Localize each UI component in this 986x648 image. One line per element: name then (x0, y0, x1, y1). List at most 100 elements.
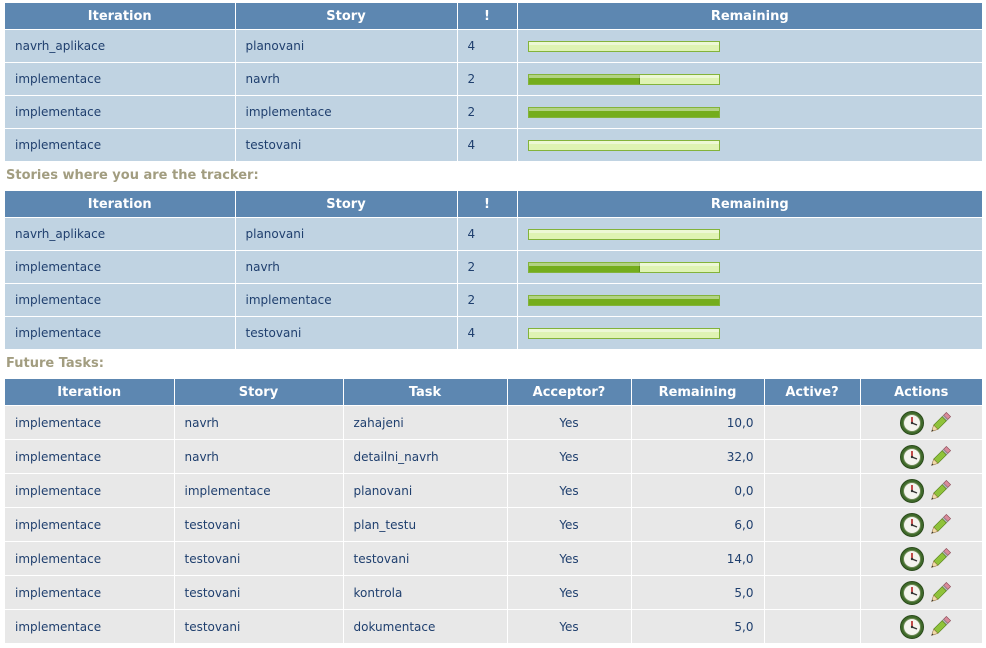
column-header-acceptor[interactable]: Acceptor? (507, 379, 632, 406)
story-link[interactable]: testovani (174, 609, 344, 644)
story-link[interactable]: testovani (235, 128, 458, 162)
priority-cell: 4 (457, 29, 518, 63)
clock-icon[interactable] (899, 546, 925, 572)
iteration-link[interactable]: implementace (5, 95, 236, 129)
story-link[interactable]: implementace (235, 283, 458, 317)
iteration-link[interactable]: implementace (5, 405, 175, 440)
story-link[interactable]: implementace (174, 473, 344, 508)
remaining-cell (517, 29, 982, 63)
clock-icon[interactable] (899, 614, 925, 640)
column-header-active[interactable]: Active? (764, 379, 861, 406)
table-row: implementace navrh 2 (5, 62, 982, 96)
table-row: implementace testovani testovani Yes 14,0 (5, 541, 982, 576)
story-link[interactable]: planovani (235, 29, 458, 63)
task-link[interactable]: planovani (343, 473, 508, 508)
column-header-remaining[interactable]: Remaining (631, 379, 765, 406)
column-header-priority[interactable]: ! (457, 3, 518, 30)
my-stories-table: Iteration Story ! Remaining navrh_aplika… (5, 3, 982, 162)
column-header-story[interactable]: Story (235, 3, 458, 30)
column-header-story[interactable]: Story (235, 191, 458, 218)
future-tasks-title: Future Tasks: (6, 356, 104, 371)
table-row: implementace navrh detailni_navrh Yes 32,0 (5, 439, 983, 474)
table-row: implementace implementace 2 (5, 283, 982, 317)
progress-highlight (528, 295, 719, 299)
task-link[interactable]: zahajeni (343, 405, 508, 440)
task-link[interactable]: detailni_navrh (343, 439, 508, 474)
actions-cell (860, 541, 982, 576)
task-link[interactable]: testovani (343, 541, 508, 576)
priority-cell: 2 (457, 95, 518, 129)
iteration-link[interactable]: implementace (5, 575, 175, 610)
iteration-link[interactable]: implementace (5, 473, 175, 508)
progress-highlight (528, 229, 719, 233)
active-cell (764, 439, 861, 474)
row-actions (871, 614, 983, 640)
iteration-link[interactable]: implementace (5, 541, 175, 576)
column-header-remaining[interactable]: Remaining (517, 191, 982, 218)
remaining-cell (517, 316, 982, 350)
remaining-progress-bar (527, 261, 720, 273)
column-header-iteration[interactable]: Iteration (5, 191, 236, 218)
row-actions (871, 410, 983, 436)
story-link[interactable]: navrh (174, 439, 344, 474)
column-header-priority[interactable]: ! (457, 191, 518, 218)
remaining-progress-bar (527, 73, 720, 85)
remaining-hours-cell: 32,0 (631, 439, 765, 474)
iteration-link[interactable]: implementace (5, 128, 236, 162)
story-link[interactable]: testovani (235, 316, 458, 350)
pencil-edit-icon[interactable] (927, 614, 953, 640)
progress-highlight (528, 107, 719, 111)
column-header-iteration[interactable]: Iteration (5, 3, 236, 30)
iteration-link[interactable]: implementace (5, 283, 236, 317)
row-actions (871, 444, 983, 470)
iteration-link[interactable]: implementace (5, 250, 236, 284)
column-header-story[interactable]: Story (174, 379, 344, 406)
story-link[interactable]: planovani (235, 217, 458, 251)
iteration-link[interactable]: implementace (5, 609, 175, 644)
acceptor-cell: Yes (507, 473, 632, 508)
iteration-link[interactable]: implementace (5, 439, 175, 474)
clock-icon[interactable] (899, 512, 925, 538)
story-link[interactable]: navrh (174, 405, 344, 440)
iteration-link[interactable]: implementace (5, 507, 175, 542)
acceptor-cell: Yes (507, 609, 632, 644)
clock-icon[interactable] (899, 444, 925, 470)
task-link[interactable]: kontrola (343, 575, 508, 610)
future-tasks-table: Iteration Story Task Acceptor? Remaining… (5, 379, 982, 644)
story-link[interactable]: testovani (174, 575, 344, 610)
pencil-edit-icon[interactable] (927, 512, 953, 538)
story-link[interactable]: navrh (235, 62, 458, 96)
pencil-edit-icon[interactable] (927, 546, 953, 572)
acceptor-cell: Yes (507, 405, 632, 440)
task-link[interactable]: dokumentace (343, 609, 508, 644)
row-actions (871, 478, 983, 504)
clock-icon[interactable] (899, 580, 925, 606)
pencil-edit-icon[interactable] (927, 580, 953, 606)
progress-fill (528, 74, 640, 84)
task-link[interactable]: plan_testu (343, 507, 508, 542)
iteration-link[interactable]: navrh_aplikace (5, 217, 236, 251)
story-link[interactable]: implementace (235, 95, 458, 129)
clock-icon[interactable] (899, 410, 925, 436)
clock-icon[interactable] (899, 478, 925, 504)
column-header-task[interactable]: Task (343, 379, 508, 406)
pencil-edit-icon[interactable] (927, 478, 953, 504)
active-cell (764, 541, 861, 576)
iteration-link[interactable]: implementace (5, 316, 236, 350)
story-link[interactable]: navrh (235, 250, 458, 284)
actions-cell (860, 473, 983, 508)
remaining-cell (517, 283, 982, 317)
remaining-cell (517, 62, 982, 96)
story-link[interactable]: testovani (174, 541, 344, 576)
column-header-remaining[interactable]: Remaining (517, 3, 982, 30)
pencil-edit-icon[interactable] (927, 444, 953, 470)
story-link[interactable]: testovani (174, 507, 344, 542)
pencil-edit-icon[interactable] (927, 410, 953, 436)
iteration-link[interactable]: navrh_aplikace (5, 29, 236, 63)
remaining-progress-bar (527, 139, 720, 151)
iteration-link[interactable]: implementace (5, 62, 236, 96)
column-header-iteration[interactable]: Iteration (5, 379, 175, 406)
table-row: implementace testovani plan_testu Yes 6,0 (5, 507, 982, 542)
remaining-hours-cell: 6,0 (631, 507, 765, 542)
